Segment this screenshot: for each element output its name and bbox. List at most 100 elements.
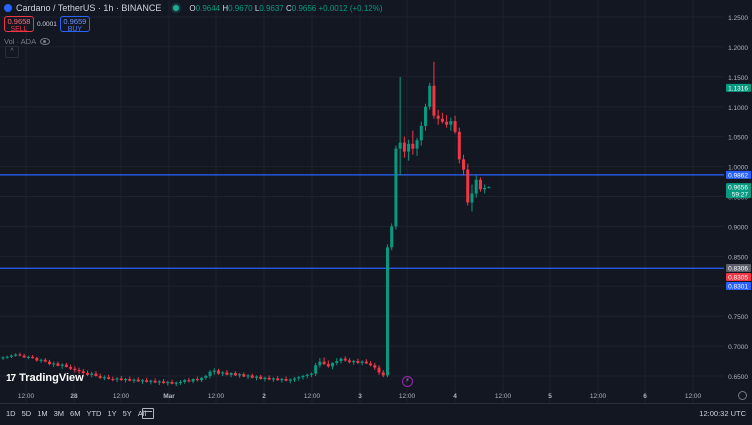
candle-body bbox=[14, 354, 18, 356]
candle-body bbox=[216, 370, 220, 374]
price-marker-label: 0.8301 bbox=[728, 283, 748, 290]
candle-body bbox=[424, 106, 427, 126]
candle-body bbox=[229, 373, 233, 375]
candle-body bbox=[453, 121, 457, 132]
lightning-icon[interactable]: ⚡ bbox=[402, 376, 413, 387]
time-tick-label: 12:00 bbox=[113, 393, 130, 400]
eye-icon[interactable] bbox=[40, 38, 51, 45]
time-tick-label: 12:00 bbox=[685, 393, 702, 400]
candle-body bbox=[267, 377, 271, 380]
candle-body bbox=[136, 379, 140, 382]
candle-body bbox=[318, 361, 322, 366]
gear-icon[interactable] bbox=[738, 391, 747, 400]
candle-body bbox=[449, 121, 453, 125]
candle-body bbox=[301, 376, 305, 378]
buy-price: 0.9659 bbox=[63, 17, 87, 26]
candle-body bbox=[284, 378, 288, 381]
candle-body bbox=[280, 378, 284, 381]
candle-body bbox=[170, 381, 174, 384]
candle-body bbox=[73, 368, 77, 371]
candle-body bbox=[128, 378, 132, 381]
sell-button[interactable]: 0.9658 SELL bbox=[4, 16, 34, 33]
range-1d[interactable]: 1D bbox=[6, 409, 16, 418]
candle-body bbox=[200, 377, 204, 381]
candle-body bbox=[64, 364, 68, 368]
candle-body bbox=[145, 380, 149, 382]
range-ytd[interactable]: YTD bbox=[86, 409, 102, 418]
candle-body bbox=[466, 169, 470, 203]
candle-body bbox=[305, 374, 309, 376]
tradingview-logo-text: TradingView bbox=[19, 372, 84, 384]
price-axis bbox=[724, 0, 752, 403]
candle-body bbox=[77, 370, 81, 372]
goto-date-icon[interactable] bbox=[142, 408, 154, 419]
range-5d[interactable]: 5D bbox=[21, 409, 32, 418]
range-6m[interactable]: 6M bbox=[70, 409, 81, 418]
candle-body bbox=[43, 359, 47, 362]
candle-body bbox=[111, 378, 115, 380]
candle-body bbox=[18, 354, 22, 356]
candle-body bbox=[22, 355, 26, 358]
candle-body bbox=[415, 140, 419, 149]
market-status-icon bbox=[173, 5, 180, 11]
price-tick-label: 1.0000 bbox=[728, 165, 748, 172]
candle-body bbox=[242, 374, 246, 377]
price-marker-label: 0.9862 bbox=[728, 172, 748, 179]
volume-label[interactable]: Vol · ADA bbox=[4, 37, 37, 46]
candle-body bbox=[124, 378, 128, 381]
candle-body bbox=[204, 376, 208, 378]
candle-body bbox=[52, 363, 56, 365]
date-range-selector: 1D 5D 1M 3M 6M YTD 1Y 5Y All bbox=[6, 409, 146, 418]
candle-body bbox=[293, 378, 297, 380]
candle-body bbox=[250, 375, 254, 378]
range-1y[interactable]: 1Y bbox=[107, 409, 117, 418]
utc-clock[interactable]: 12:00:32 UTC bbox=[699, 409, 746, 418]
candle-body bbox=[364, 361, 368, 364]
candle-body bbox=[90, 373, 94, 375]
range-3m[interactable]: 3M bbox=[53, 409, 65, 418]
trade-buttons: 0.9658 SELL 0.0001 0.9659 BUY bbox=[4, 16, 90, 33]
time-tick-label: 12:00 bbox=[495, 393, 512, 400]
tradingview-logo: 17 TradingView bbox=[6, 372, 84, 384]
collapse-chevron-icon[interactable]: ^ bbox=[5, 46, 19, 58]
time-tick-label: Mar bbox=[163, 393, 175, 400]
symbol-logo-icon bbox=[4, 4, 12, 12]
candle-body bbox=[35, 358, 39, 361]
candle-body bbox=[81, 371, 85, 374]
time-tick-label: 3 bbox=[358, 393, 362, 400]
range-5y[interactable]: 5Y bbox=[122, 409, 132, 418]
price-marker-bg bbox=[726, 272, 751, 281]
candle-body bbox=[263, 377, 267, 379]
candle-body bbox=[462, 159, 466, 170]
candle-body bbox=[309, 373, 313, 375]
candle-body bbox=[331, 362, 335, 367]
candle-body bbox=[314, 365, 318, 374]
candle-body bbox=[9, 355, 13, 357]
candle-body bbox=[47, 361, 51, 365]
open-value: 0.9644 bbox=[195, 3, 221, 13]
candle-body bbox=[132, 379, 136, 381]
candle-body bbox=[60, 364, 64, 366]
candle-body bbox=[94, 373, 98, 376]
symbol-title[interactable]: Cardano / TetherUS · 1h · BINANCE bbox=[16, 3, 162, 13]
candle-body bbox=[259, 376, 263, 379]
candle-body bbox=[153, 380, 157, 383]
candle-body bbox=[326, 364, 330, 367]
price-tick-label: 1.1000 bbox=[728, 105, 748, 112]
candle-body bbox=[56, 363, 60, 366]
price-marker-bg bbox=[726, 170, 751, 179]
price-marker-label: 1.1316 bbox=[728, 85, 748, 92]
price-tick-label: 0.6500 bbox=[728, 374, 748, 381]
close-label: C bbox=[285, 3, 292, 13]
range-1m[interactable]: 1M bbox=[37, 409, 48, 418]
buy-button[interactable]: 0.9659 BUY bbox=[59, 16, 90, 33]
candle-body bbox=[335, 361, 339, 363]
candle-body bbox=[98, 376, 102, 378]
candle-body bbox=[440, 118, 444, 122]
spread-value: 0.0001 bbox=[37, 20, 57, 28]
candle-body bbox=[225, 372, 229, 375]
candle-body bbox=[119, 378, 123, 381]
candle-body bbox=[457, 131, 461, 160]
